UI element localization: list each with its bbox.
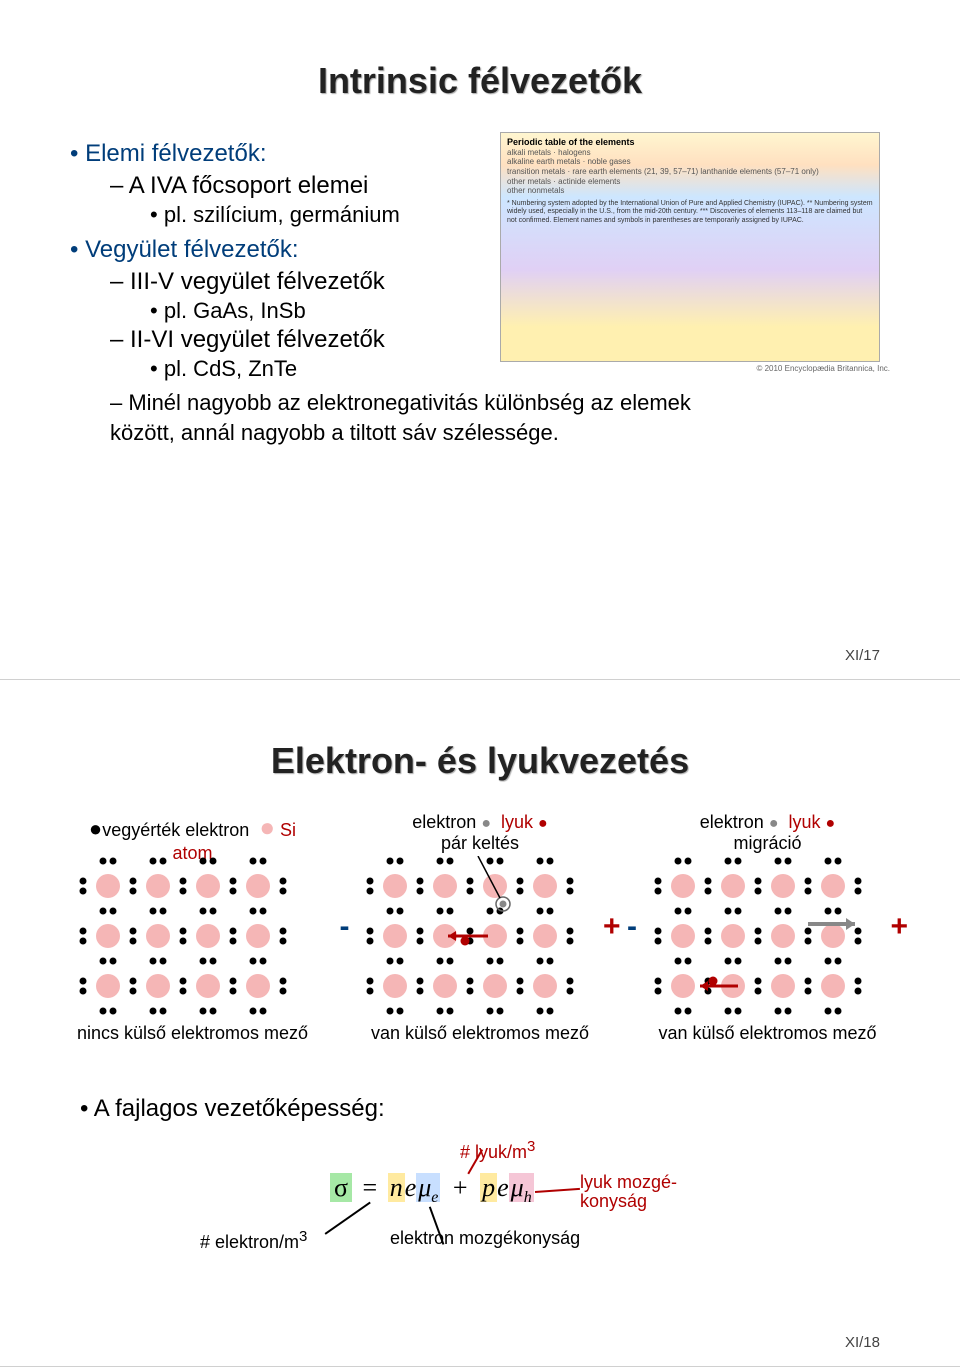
ann-elec-count: # elektron/m3 bbox=[200, 1228, 307, 1253]
slide1-text: Elemi félvezetők: A IVA főcsoport elemei… bbox=[70, 132, 500, 384]
eq-mue: μe bbox=[416, 1173, 440, 1202]
caption-2-text: van külső elektromos mező bbox=[371, 1023, 589, 1043]
eq-plus: + bbox=[447, 1173, 474, 1202]
bullet-iva: A IVA főcsoport elemei bbox=[110, 172, 500, 200]
slide2-pagenum: XI/18 bbox=[845, 1334, 880, 1351]
panel2-legend: elektron ● lyuk ● pár keltés bbox=[358, 812, 603, 856]
legend-migration: migráció bbox=[733, 833, 801, 853]
panel1-legend: ●vegyérték elektron ● Si atom bbox=[70, 812, 315, 856]
periodic-table-figure: Periodic table of the elements alkali me… bbox=[500, 132, 890, 384]
ptable-footnote: * Numbering system adopted by the Intern… bbox=[507, 200, 873, 225]
legend-hole: lyuk bbox=[501, 812, 533, 832]
equation-wrap: σ = neμe + peμh # lyuk/m3 lyuk mozgé- ko… bbox=[180, 1133, 780, 1273]
ptable-legend-1: alkaline earth metals bbox=[507, 157, 580, 166]
eq-p: p bbox=[480, 1173, 497, 1202]
ptable-legend-5: halogens bbox=[558, 148, 590, 157]
eq-sigma: σ bbox=[330, 1173, 352, 1202]
bullet-vegyulet: Vegyület félvezetők: bbox=[70, 236, 500, 264]
slide2-title: Elektron- és lyukvezetés bbox=[70, 740, 890, 782]
slide1-title: Intrinsic félvezetők bbox=[70, 60, 890, 102]
ptable-legend-2: transition metals bbox=[507, 167, 565, 176]
plus-sign-2: + bbox=[603, 910, 621, 944]
panel3-legend: elektron ● lyuk ● migráció bbox=[645, 812, 890, 856]
lattice-svg-1 bbox=[78, 856, 308, 1016]
minus-sign-2: - bbox=[340, 910, 350, 944]
equation-area: A fajlagos vezetőképesség: σ = neμe + pe… bbox=[70, 1095, 890, 1273]
panel-migration: elektron ● lyuk ● migráció - + van külső… bbox=[645, 812, 890, 1045]
caption-3-text: van külső elektromos mező bbox=[658, 1023, 876, 1043]
caption-3: van külső elektromos mező bbox=[645, 1022, 890, 1045]
ptable-legend-4: other nonmetals bbox=[507, 186, 564, 195]
ptable-legend-7: rare earth elements (21, 39, 57–71) lant… bbox=[572, 167, 818, 176]
panel-no-field: ●vegyérték elektron ● Si atom nincs küls… bbox=[70, 812, 315, 1045]
slide-intrinsic: Intrinsic félvezetők Elemi félvezetők: A… bbox=[0, 0, 960, 680]
caption-2: van külső elektromos mező bbox=[358, 1022, 603, 1045]
bullet-gaas: pl. GaAs, InSb bbox=[150, 298, 500, 324]
lattice-row: ●vegyérték elektron ● Si atom nincs küls… bbox=[70, 812, 890, 1045]
plus-sign-3: + bbox=[890, 910, 908, 944]
eq-e2: e bbox=[497, 1173, 509, 1202]
slide-elektron-lyuk: Elektron- és lyukvezetés ●vegyérték elek… bbox=[0, 680, 960, 1367]
eq-muh: μh bbox=[509, 1173, 534, 1202]
ptable-credit: © 2010 Encyclopædia Britannica, Inc. bbox=[500, 364, 890, 373]
bullet-iii-v: III-V vegyület félvezetők bbox=[110, 268, 500, 296]
eq-eq: = bbox=[359, 1173, 382, 1202]
ann-hole-mobility: lyuk mozgé- konyság bbox=[580, 1173, 677, 1213]
bullet-elemi: Elemi félvezetők: bbox=[70, 140, 500, 168]
ann-hole-count: # lyuk/m3 bbox=[460, 1138, 535, 1163]
bullet-cds: pl. CdS, ZnTe bbox=[150, 356, 500, 382]
minus-sign-3: - bbox=[627, 910, 637, 944]
equation-title: A fajlagos vezetőképesség: bbox=[80, 1095, 890, 1123]
equation: σ = neμe + peμh bbox=[330, 1173, 534, 1207]
ptable-legend-3: other metals bbox=[507, 177, 551, 186]
lattice-svg-3 bbox=[653, 856, 883, 1016]
ann-elec-mobility: elektron mozgékonyság bbox=[390, 1228, 580, 1249]
panel-pair-creation: elektron ● lyuk ● pár keltés - + van kül… bbox=[358, 812, 603, 1045]
ptable-legend-6: noble gases bbox=[587, 157, 630, 166]
legend-hole-3: lyuk bbox=[789, 812, 821, 832]
legend-pair: pár keltés bbox=[441, 833, 519, 853]
bullet-elneg: Minél nagyobb az elektronegativitás külö… bbox=[110, 388, 750, 447]
bullet-si-ge: pl. szilícium, germánium bbox=[150, 202, 500, 228]
lattice-svg-2 bbox=[365, 856, 595, 1016]
ptable-legend-0: alkali metals bbox=[507, 148, 551, 157]
legend-valence: vegyérték elektron bbox=[102, 820, 249, 840]
caption-1-text: nincs külső elektromos mező bbox=[77, 1023, 308, 1043]
caption-1: nincs külső elektromos mező bbox=[70, 1022, 315, 1045]
eq-n: n bbox=[388, 1173, 405, 1202]
ptable-legend-8: actinide elements bbox=[558, 177, 620, 186]
eq-e1: e bbox=[405, 1173, 417, 1202]
ann-line-holemob bbox=[535, 1187, 580, 1192]
periodic-table-placeholder: Periodic table of the elements alkali me… bbox=[500, 132, 880, 362]
slide1-body: Elemi félvezetők: A IVA főcsoport elemei… bbox=[70, 132, 890, 384]
bullet-ii-vi: II-VI vegyület félvezetők bbox=[110, 326, 500, 354]
ptable-caption: Periodic table of the elements bbox=[507, 137, 635, 147]
slide1-pagenum: XI/17 bbox=[845, 647, 880, 664]
legend-electron-3: elektron bbox=[700, 812, 764, 832]
legend-electron: elektron bbox=[412, 812, 476, 832]
